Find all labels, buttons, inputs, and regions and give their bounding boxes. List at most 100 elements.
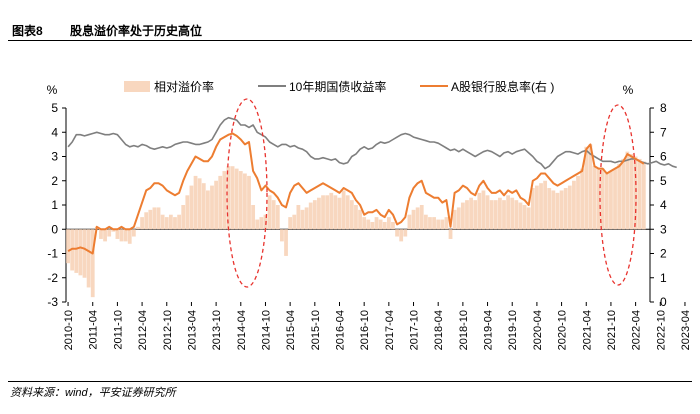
premium-bar (497, 197, 502, 230)
right-tick-label: 7 (660, 125, 667, 139)
premium-bar (432, 217, 436, 230)
premium-bar (148, 209, 153, 230)
premium-bar (526, 207, 531, 230)
premium-bar (407, 214, 412, 230)
premium-bar (247, 175, 251, 230)
premium-bar (267, 195, 272, 230)
x-tick-label: 2011-10 (112, 310, 124, 350)
x-tick-label: 2013-04 (186, 310, 198, 350)
premium-bar (391, 221, 395, 230)
premium-bar (592, 166, 597, 230)
premium-bar (308, 202, 313, 230)
premium-bar (173, 217, 177, 230)
premium-bar (354, 205, 358, 230)
premium-bar (280, 229, 284, 242)
bar-series-layer (66, 144, 646, 298)
bond-yield-line (67, 116, 677, 170)
legend-label-dividend: A股银行股息率(右 ) (451, 79, 554, 94)
left-tick-label: 4 (51, 125, 58, 139)
premium-bar (358, 209, 362, 230)
highlight-ellipse-2023 (599, 104, 637, 286)
chart-header: 图表8 股息溢价率处于历史高位 (8, 18, 692, 40)
legend-label-bond: 10年期国债收益率 (289, 79, 386, 94)
premium-bar (510, 197, 515, 230)
left-tick-label: -3 (47, 295, 58, 309)
right-tick-label: 8 (660, 101, 667, 115)
premium-bar (588, 144, 593, 230)
premium-bar (633, 156, 638, 230)
premium-bar (349, 200, 354, 230)
right-tick-label: 4 (660, 198, 667, 212)
premium-bar (222, 171, 227, 230)
legend-swatch-premium (124, 81, 150, 92)
x-tick-label: 2020-04 (532, 310, 544, 350)
x-tick-label: 2021-04 (581, 310, 593, 350)
premium-bar (321, 195, 325, 230)
x-tick-label: 2023-04 (680, 310, 692, 350)
highlight-ellipse-2014 (226, 98, 268, 288)
premium-bar (193, 175, 198, 230)
premium-bar (284, 229, 288, 256)
premium-bar (111, 229, 116, 232)
premium-bar (440, 219, 445, 230)
premium-bar (481, 190, 486, 230)
premium-bar (78, 229, 83, 276)
premium-bar (370, 221, 375, 230)
x-tick-label: 2014-04 (236, 310, 248, 350)
premium-bar (325, 195, 330, 230)
premium-bar (197, 178, 202, 230)
premium-bar (448, 229, 453, 239)
premium-bar (395, 229, 399, 237)
axis-layer: -3 -2 -1 0 1 2 3 4 5% 0 1 2 3 4 5 6 7 8% 2010-10 2011-04 201… (47, 83, 692, 350)
premium-bar (337, 197, 342, 230)
premium-bar (210, 185, 214, 230)
premium-bar (329, 192, 334, 230)
premium-bar (485, 195, 490, 230)
premium-bar (259, 217, 264, 230)
figure-label: 图表8 (12, 24, 43, 38)
annotation-layer (226, 98, 637, 288)
premium-bar (140, 217, 144, 230)
x-tick-label: 2016-04 (334, 310, 346, 350)
premium-bar (82, 229, 87, 278)
premium-bar (530, 188, 535, 230)
right-axis-unit: % (623, 83, 634, 97)
premium-bar (543, 180, 548, 230)
premium-bar (152, 207, 157, 230)
premium-bar (444, 217, 449, 230)
x-tick-label: 2018-10 (458, 310, 470, 350)
premium-bar (296, 205, 301, 230)
premium-bar (230, 166, 235, 230)
premium-bar (506, 195, 511, 230)
premium-bar (214, 180, 219, 230)
premium-bar (584, 146, 589, 230)
x-tick-label: 2021-10 (606, 310, 618, 350)
right-tick-label: 0 (660, 295, 667, 309)
premium-bar (419, 205, 424, 230)
premium-bar (477, 192, 482, 230)
bank-dividend-line (67, 132, 645, 255)
premium-bar (493, 200, 498, 230)
premium-bar (621, 158, 626, 230)
right-tick-label: 1 (660, 271, 667, 285)
x-tick-label: 2012-10 (162, 310, 174, 350)
premium-bar (275, 205, 280, 230)
premium-bar (518, 202, 523, 230)
premium-bar (596, 168, 601, 230)
premium-bar (535, 185, 539, 230)
premium-bar (185, 195, 190, 230)
premium-bar (304, 207, 309, 230)
line-series-layer (67, 116, 677, 255)
premium-bar (238, 171, 243, 230)
left-tick-label: 0 (51, 222, 58, 236)
premium-bar (205, 190, 210, 230)
premium-bar (567, 185, 572, 230)
premium-bar (66, 229, 70, 264)
premium-bar (333, 195, 338, 230)
premium-bar (559, 190, 564, 230)
premium-bar (452, 209, 457, 230)
premium-bar (144, 212, 149, 230)
premium-bar (312, 200, 317, 230)
premium-bar (136, 226, 140, 230)
premium-bar (403, 229, 408, 237)
